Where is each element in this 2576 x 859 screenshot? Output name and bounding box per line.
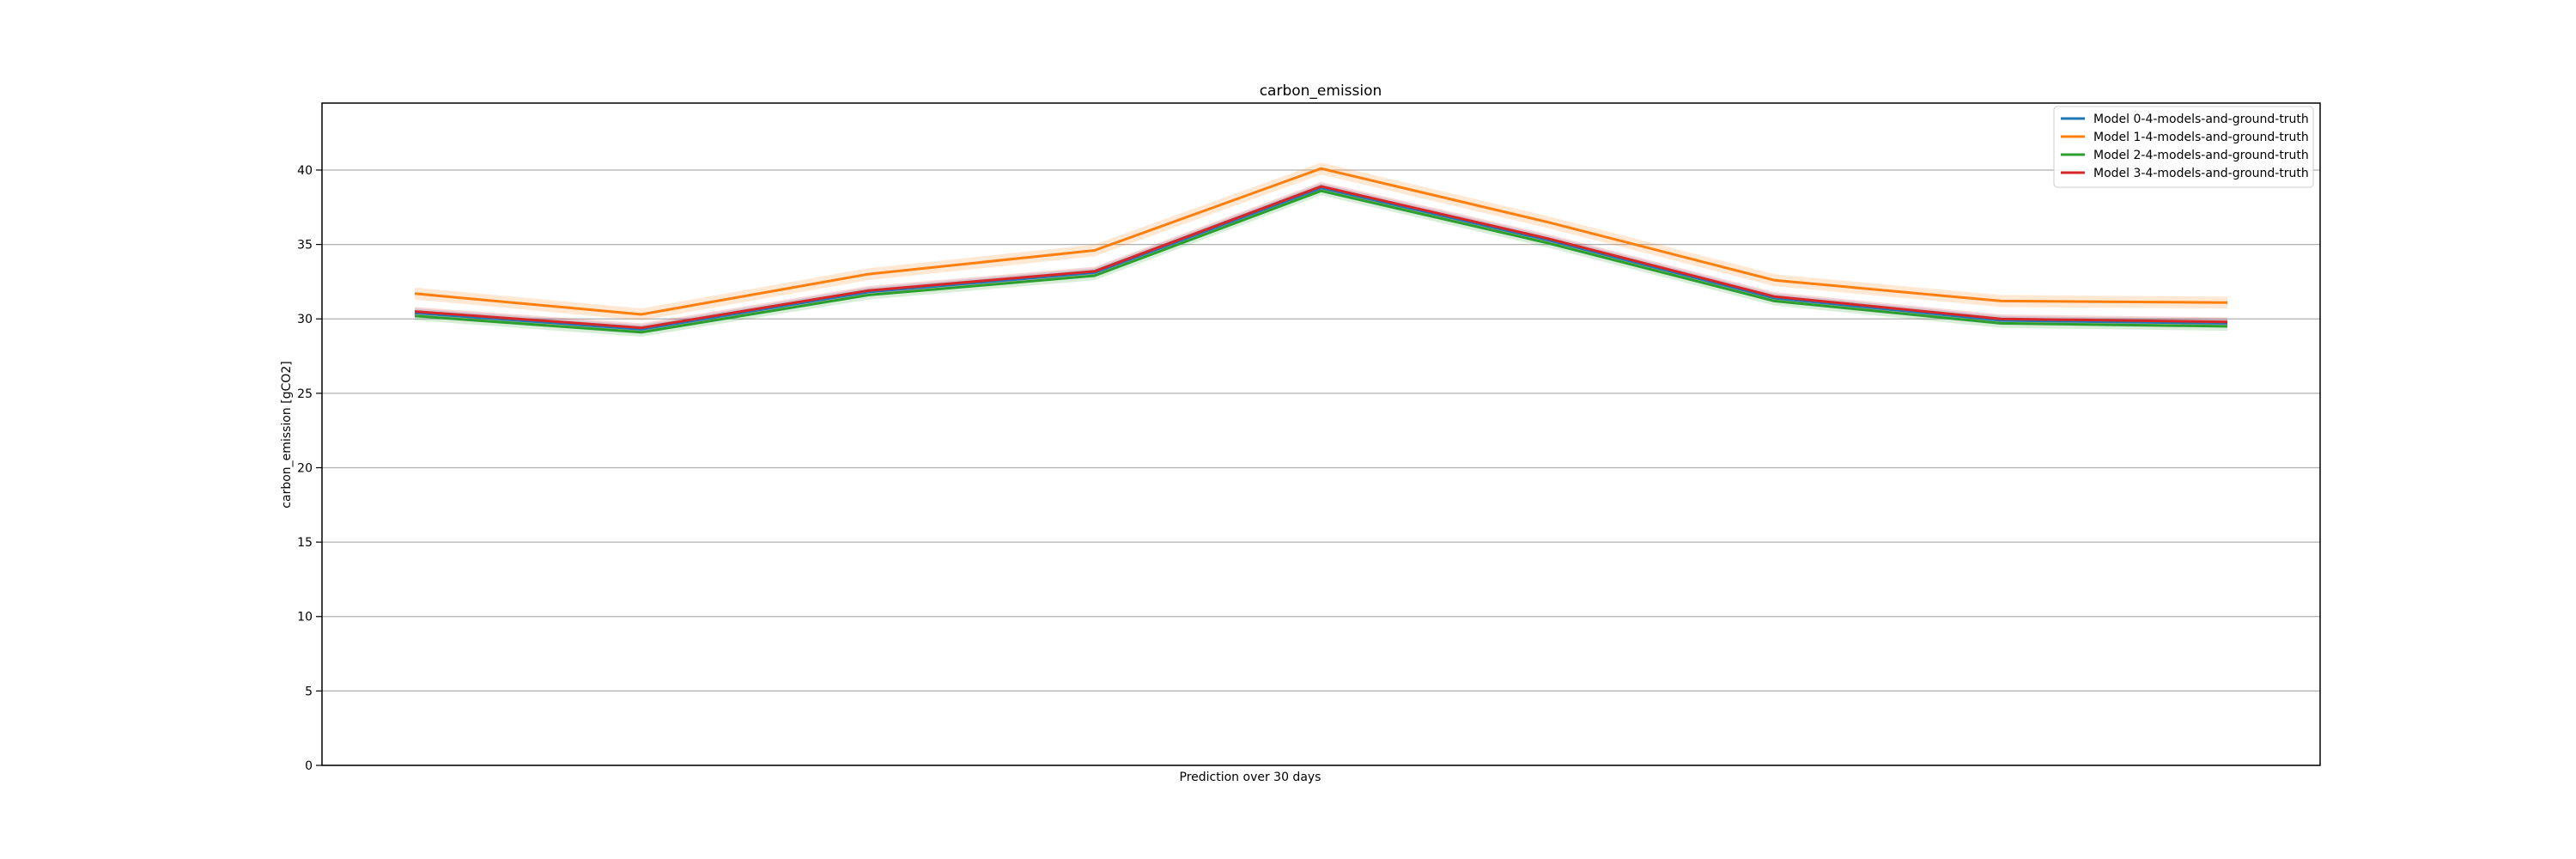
series-line-2	[414, 189, 2228, 334]
x-axis-label: Prediction over 30 days	[1180, 771, 1321, 784]
series-line-3	[414, 185, 2228, 330]
y-axis-label: carbon_emission [gCO2]	[280, 361, 294, 508]
legend-label: Model 2-4-models-and-ground-truth	[2093, 149, 2309, 162]
series-lines	[414, 167, 2228, 334]
y-tick-label: 15	[297, 536, 313, 550]
y-tick-label: 0	[305, 759, 313, 773]
legend: Model 0-4-models-and-ground-truth Model 1…	[2053, 106, 2314, 188]
y-tick-label: 25	[297, 387, 313, 401]
y-tick-label: 10	[297, 611, 313, 624]
grid	[322, 169, 2320, 766]
y-tick-label: 5	[305, 685, 313, 698]
y-tick-label: 30	[297, 313, 313, 326]
y-tick-label: 40	[297, 164, 313, 178]
plot-frame	[321, 102, 2321, 766]
series-line-0	[414, 186, 2228, 331]
legend-box	[2053, 106, 2314, 188]
legend-label: Model 3-4-models-and-ground-truth	[2093, 167, 2309, 180]
legend-label: Model 1-4-models-and-ground-truth	[2093, 131, 2309, 144]
y-tick-label: 35	[297, 239, 313, 253]
legend-label: Model 0-4-models-and-ground-truth	[2093, 113, 2309, 126]
chart-title: carbon_emission	[1260, 82, 1382, 100]
series-line-1	[414, 167, 2228, 316]
y-axis: 0 5 10 15 20 25 30 35 40	[297, 164, 322, 773]
y-tick-label: 20	[297, 461, 313, 475]
